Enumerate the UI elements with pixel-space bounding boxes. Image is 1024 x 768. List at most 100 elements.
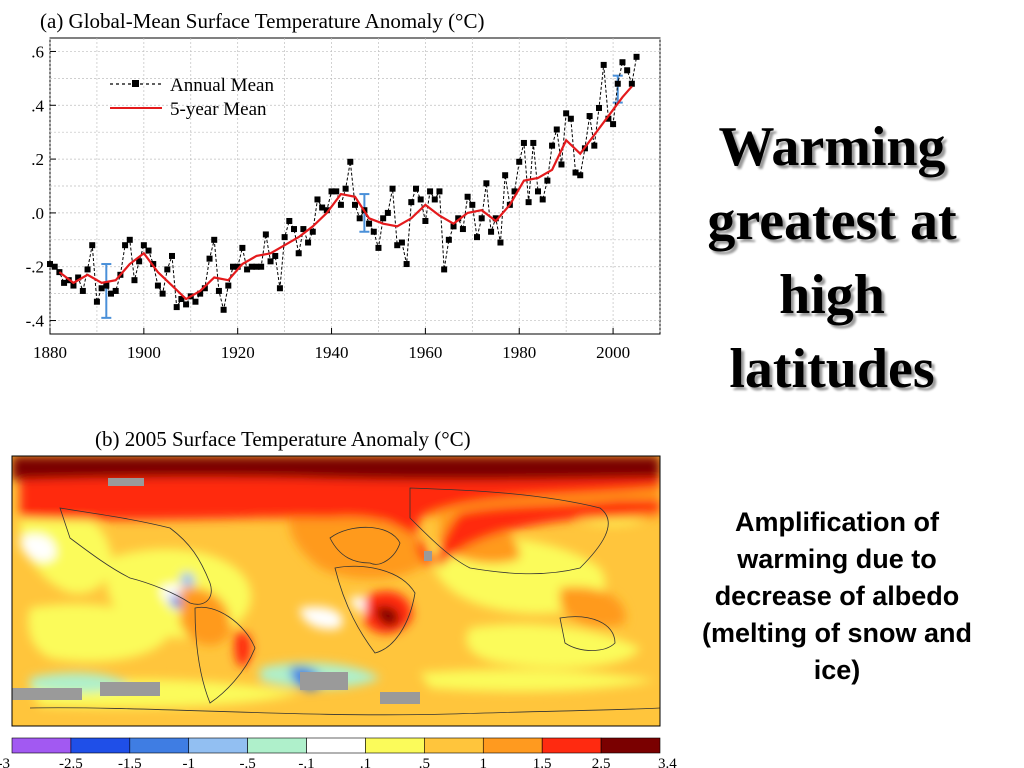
annual-mean-point xyxy=(502,172,509,179)
annual-mean-point xyxy=(366,220,373,227)
colorbar-swatch xyxy=(70,737,131,754)
annual-mean-point xyxy=(253,263,260,270)
annual-mean-point xyxy=(633,53,640,60)
annual-mean-point xyxy=(600,61,607,68)
colorbar-tick-label: .5 xyxy=(419,756,430,768)
annual-mean-point xyxy=(347,158,354,165)
x-tick-label: 1960 xyxy=(408,343,442,362)
annual-mean-point xyxy=(591,142,598,149)
x-tick-label: 1880 xyxy=(33,343,67,362)
annual-mean-point xyxy=(84,266,91,273)
annual-mean-point xyxy=(380,215,387,222)
annual-mean-point xyxy=(474,234,480,241)
annual-mean-point xyxy=(305,239,312,246)
annual-mean-point xyxy=(197,290,204,297)
y-tick-label: -.4 xyxy=(26,312,45,331)
annual-mean-point xyxy=(169,252,175,259)
colorbar-tick-label: 2.5 xyxy=(592,756,611,768)
annual-mean-point xyxy=(215,287,222,294)
annual-mean-point xyxy=(483,180,490,187)
annual-mean-point xyxy=(403,261,410,268)
annual-mean-point xyxy=(192,298,199,305)
annual-mean-point xyxy=(272,252,279,259)
annual-mean-point xyxy=(295,250,302,257)
annual-mean-point xyxy=(619,59,626,66)
annual-mean-point xyxy=(75,274,82,281)
annual-mean-point xyxy=(596,104,602,111)
colorbar-swatch xyxy=(247,737,307,754)
annual-mean-point xyxy=(154,282,161,289)
anomaly-map xyxy=(12,456,660,726)
colorbar-swatch xyxy=(306,737,366,754)
colorbar-swatch xyxy=(129,737,190,754)
annual-mean-point xyxy=(610,121,617,128)
annual-mean-point xyxy=(605,115,612,122)
colorbar-tick-label: -.1 xyxy=(298,756,314,768)
missing-data-cells xyxy=(12,478,432,704)
annual-mean-point xyxy=(262,231,269,238)
x-tick-label: 2000 xyxy=(596,343,630,362)
annual-mean-point xyxy=(201,285,208,292)
annual-mean-point xyxy=(145,247,152,254)
annual-mean-point xyxy=(394,242,401,249)
x-tick-label: 1940 xyxy=(315,343,349,362)
annual-mean-point xyxy=(520,139,527,146)
annual-mean-point xyxy=(70,282,77,289)
annual-mean-point xyxy=(450,223,457,230)
annual-mean-point xyxy=(126,236,133,243)
y-tick-label: .0 xyxy=(31,204,44,223)
colorbar-swatch xyxy=(600,737,661,754)
colorbar-swatch xyxy=(541,737,602,754)
colorbar-swatch xyxy=(365,737,425,754)
annual-mean-point xyxy=(333,188,340,195)
annual-mean-point xyxy=(488,228,495,235)
annual-mean-point xyxy=(535,188,541,195)
annual-mean-point xyxy=(93,298,100,305)
annual-mean-point xyxy=(211,236,218,243)
annual-mean-point xyxy=(89,242,96,249)
legend: Annual Mean 5-year Mean xyxy=(110,75,274,120)
annual-mean-point xyxy=(122,242,129,249)
annual-mean-point xyxy=(239,244,246,251)
annual-mean-point xyxy=(384,209,391,216)
annual-mean-point xyxy=(276,285,283,292)
annual-mean-point xyxy=(108,290,114,297)
annual-mean-point xyxy=(112,287,119,294)
annual-mean-point xyxy=(342,185,349,192)
colorbar-tick-label: -2.5 xyxy=(59,756,83,768)
annual-mean-point xyxy=(183,301,190,308)
annual-mean-point xyxy=(61,279,68,286)
annual-mean-point xyxy=(558,161,565,168)
annual-mean-point xyxy=(478,215,485,222)
legend-5-year-label: 5-year Mean xyxy=(170,99,267,120)
annual-mean-point xyxy=(497,239,504,246)
annual-mean-point xyxy=(586,113,593,120)
annual-mean-point xyxy=(628,80,635,87)
annual-mean-point xyxy=(539,196,546,203)
annual-mean-point xyxy=(389,185,396,192)
y-tick-label: -.2 xyxy=(26,258,44,277)
annual-mean-point xyxy=(337,201,344,208)
slide-title: Warming greatest at high latitudes xyxy=(707,116,957,400)
annual-mean-point xyxy=(459,226,466,233)
chart-global-mean-temp: (a) Global-Mean Surface Temperature Anom… xyxy=(26,9,661,362)
continent-outlines xyxy=(29,487,660,716)
colorbar: -3 -2.5 -1.5 -1 -.5 -.1 .1 .5 1 1.5 2.5 3.4 xyxy=(0,737,677,768)
y-tick-label: .2 xyxy=(31,150,44,169)
annual-mean-point xyxy=(544,177,551,184)
annual-mean-point xyxy=(291,226,297,233)
series-annual-mean xyxy=(47,53,640,313)
legend-annual-label: Annual Mean xyxy=(170,75,274,96)
colorbar-tick-label: 3.4 xyxy=(658,756,677,768)
annual-mean-point xyxy=(492,215,499,222)
annual-mean-point xyxy=(286,217,293,224)
colorbar-tick-label: -1 xyxy=(182,756,195,768)
annual-mean-point xyxy=(47,261,53,268)
annual-mean-point xyxy=(511,188,518,195)
annual-mean-point xyxy=(323,207,330,214)
annual-mean-point xyxy=(164,266,171,273)
annual-mean-point xyxy=(131,277,138,284)
annual-mean-point xyxy=(563,110,570,117)
annual-mean-point xyxy=(455,215,462,222)
annual-mean-point xyxy=(300,226,307,233)
